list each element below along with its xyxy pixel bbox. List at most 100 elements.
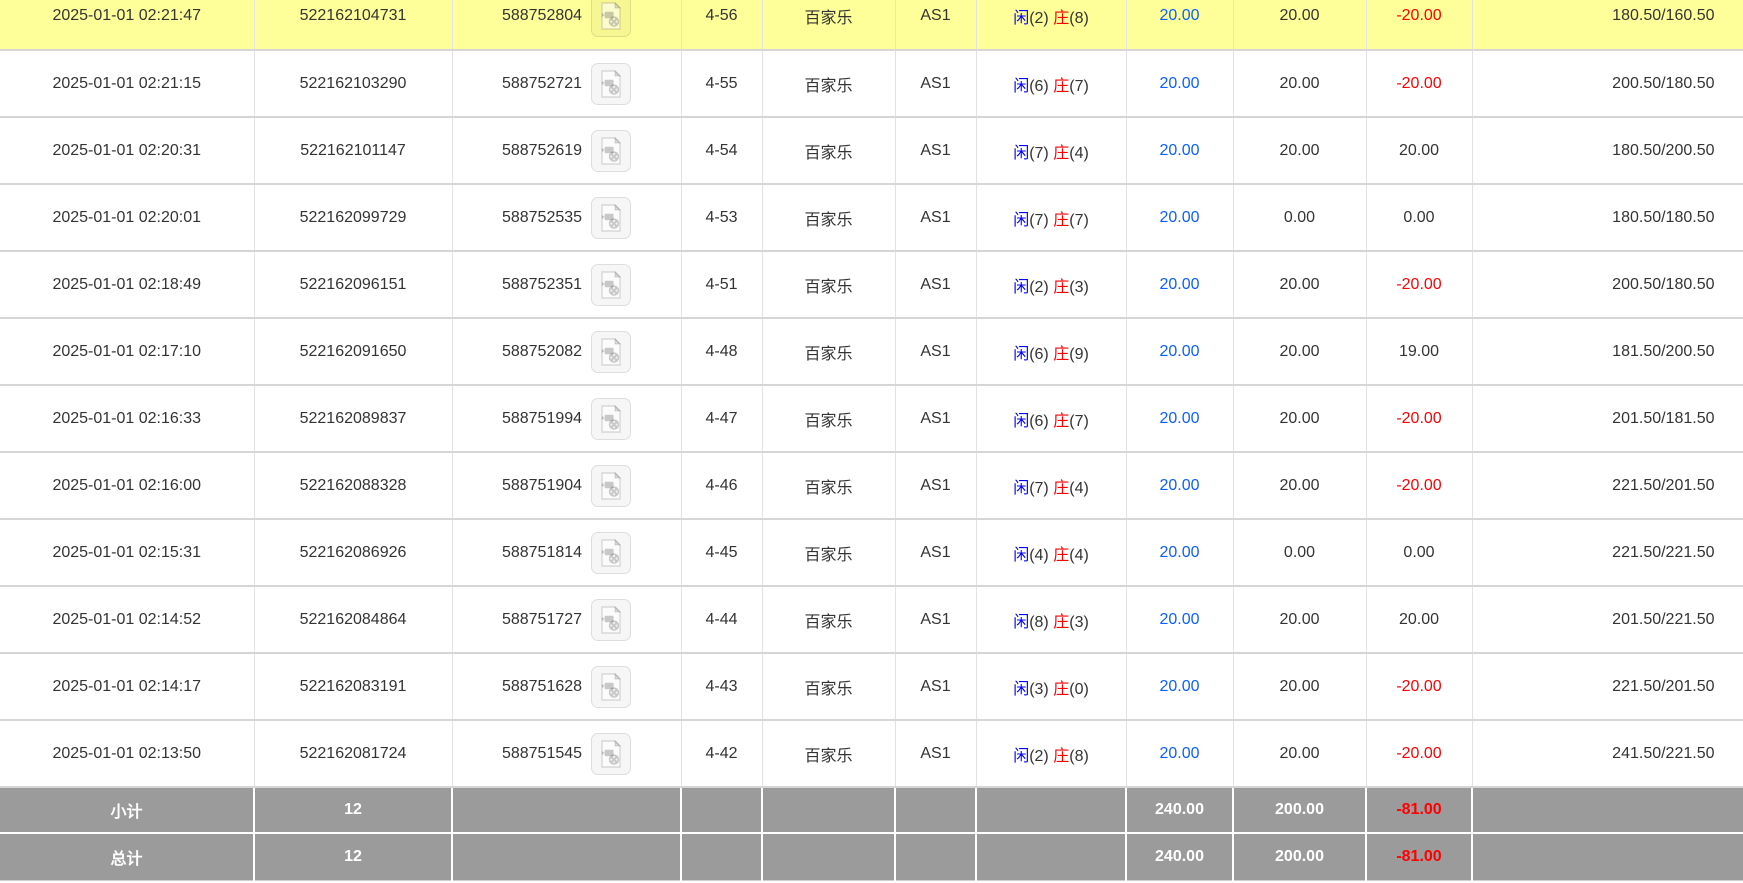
game-id-cell: 588752082 bbox=[452, 318, 682, 386]
video-replay-button[interactable] bbox=[591, 330, 632, 373]
video-replay-button[interactable] bbox=[591, 464, 632, 507]
win-loss-amount: 0.00 bbox=[1366, 519, 1473, 587]
game-id: 588751628 bbox=[501, 677, 583, 695]
table-name: AS1 bbox=[895, 586, 977, 654]
banker-score: (7) bbox=[1069, 77, 1089, 95]
win-loss-amount: -20.00 bbox=[1366, 0, 1473, 51]
subtotal-count: 12 bbox=[254, 786, 453, 834]
total-valid-amount: 200.00 bbox=[1233, 832, 1367, 881]
game-name: 百家乐 bbox=[762, 184, 896, 252]
game-id-cell: 588751727 bbox=[452, 586, 682, 654]
video-file-icon bbox=[601, 136, 622, 165]
bet-time: 2025-01-01 02:20:01 bbox=[0, 184, 255, 252]
game-name: 百家乐 bbox=[762, 0, 896, 51]
valid-amount: 0.00 bbox=[1233, 519, 1367, 587]
table-row: 2025-01-01 02:13:50 522162081724 5887515… bbox=[0, 720, 1743, 788]
video-replay-button[interactable] bbox=[591, 0, 632, 37]
subtotal-empty-cell bbox=[1472, 786, 1743, 834]
table-row: 2025-01-01 02:14:52 522162084864 5887517… bbox=[0, 586, 1743, 654]
video-replay-button[interactable] bbox=[591, 397, 632, 440]
player-result-label: 闲 bbox=[1013, 77, 1030, 95]
bet-amount: 20.00 bbox=[1126, 318, 1234, 386]
total-empty-cell bbox=[976, 832, 1127, 881]
order-id: 522162083191 bbox=[254, 653, 453, 721]
bet-amount: 20.00 bbox=[1126, 117, 1234, 185]
game-name: 百家乐 bbox=[762, 653, 896, 721]
player-result-label: 闲 bbox=[1013, 613, 1030, 631]
round-number: 4-55 bbox=[681, 50, 763, 118]
valid-amount: 20.00 bbox=[1233, 251, 1367, 319]
player-result-label: 闲 bbox=[1013, 211, 1030, 229]
subtotal-valid-amount: 200.00 bbox=[1233, 786, 1367, 834]
table-name: AS1 bbox=[895, 653, 977, 721]
round-number: 4-56 bbox=[681, 0, 763, 51]
balance: 180.50/180.50 bbox=[1472, 184, 1743, 252]
win-loss-amount: -20.00 bbox=[1366, 50, 1473, 118]
subtotal-bet-amount: 240.00 bbox=[1126, 786, 1234, 834]
video-file-icon bbox=[601, 538, 622, 567]
balance: 200.50/180.50 bbox=[1472, 251, 1743, 319]
banker-result-label: 庄 bbox=[1053, 77, 1070, 95]
bet-amount: 20.00 bbox=[1126, 0, 1234, 51]
balance: 181.50/200.50 bbox=[1472, 318, 1743, 386]
total-empty-cell bbox=[452, 832, 682, 881]
round-number: 4-46 bbox=[681, 452, 763, 520]
game-result: 闲(2) 庄(8) bbox=[976, 720, 1127, 788]
table-row: 2025-01-01 02:21:15 522162103290 5887527… bbox=[0, 50, 1743, 118]
balance: 221.50/221.50 bbox=[1472, 519, 1743, 587]
valid-amount: 20.00 bbox=[1233, 0, 1367, 51]
banker-score: (8) bbox=[1069, 10, 1089, 27]
game-name: 百家乐 bbox=[762, 251, 896, 319]
bet-time: 2025-01-01 02:21:15 bbox=[0, 50, 255, 118]
total-bet-amount: 240.00 bbox=[1126, 832, 1234, 881]
video-replay-button[interactable] bbox=[591, 665, 632, 708]
subtotal-empty-cell bbox=[976, 786, 1127, 834]
win-loss-amount: 20.00 bbox=[1366, 586, 1473, 654]
bet-amount: 20.00 bbox=[1126, 519, 1234, 587]
table-row: 2025-01-01 02:21:47 522162104731 5887528… bbox=[0, 0, 1743, 51]
game-id: 588752535 bbox=[501, 208, 583, 226]
win-loss-amount: -20.00 bbox=[1366, 720, 1473, 788]
bet-time: 2025-01-01 02:16:33 bbox=[0, 385, 255, 453]
total-label: 总计 bbox=[0, 832, 255, 881]
video-replay-button[interactable] bbox=[591, 62, 632, 105]
video-replay-button[interactable] bbox=[591, 196, 632, 239]
valid-amount: 20.00 bbox=[1233, 720, 1367, 788]
video-replay-button[interactable] bbox=[591, 531, 632, 574]
video-file-icon bbox=[601, 404, 622, 433]
round-number: 4-45 bbox=[681, 519, 763, 587]
order-id: 522162089837 bbox=[254, 385, 453, 453]
round-number: 4-47 bbox=[681, 385, 763, 453]
round-number: 4-48 bbox=[681, 318, 763, 386]
banker-score: (9) bbox=[1069, 345, 1089, 363]
table-row: 2025-01-01 02:16:00 522162088328 5887519… bbox=[0, 452, 1743, 520]
table-row: 2025-01-01 02:14:17 522162083191 5887516… bbox=[0, 653, 1743, 721]
game-result: 闲(6) 庄(7) bbox=[976, 50, 1127, 118]
table-name: AS1 bbox=[895, 720, 977, 788]
game-id-cell: 588752535 bbox=[452, 184, 682, 252]
game-id: 588752721 bbox=[501, 74, 583, 92]
game-id-cell: 588752351 bbox=[452, 251, 682, 319]
game-result: 闲(7) 庄(4) bbox=[976, 117, 1127, 185]
player-result-label: 闲 bbox=[1013, 412, 1030, 430]
valid-amount: 20.00 bbox=[1233, 452, 1367, 520]
bet-amount: 20.00 bbox=[1126, 586, 1234, 654]
game-id: 588751727 bbox=[501, 610, 583, 628]
player-score: (2) bbox=[1029, 747, 1049, 765]
video-replay-button[interactable] bbox=[591, 732, 632, 775]
game-id: 588751904 bbox=[501, 476, 583, 494]
video-file-icon bbox=[601, 471, 622, 500]
table-row: 2025-01-01 02:20:01 522162099729 5887525… bbox=[0, 184, 1743, 252]
video-replay-button[interactable] bbox=[591, 598, 632, 641]
player-score: (6) bbox=[1029, 412, 1049, 430]
subtotal-empty-cell bbox=[452, 786, 682, 834]
video-replay-button[interactable] bbox=[591, 263, 632, 306]
video-file-icon bbox=[601, 270, 622, 299]
table-name: AS1 bbox=[895, 117, 977, 185]
video-file-icon bbox=[601, 739, 622, 768]
game-name: 百家乐 bbox=[762, 385, 896, 453]
player-result-label: 闲 bbox=[1013, 747, 1030, 765]
video-replay-button[interactable] bbox=[591, 129, 632, 172]
table-name: AS1 bbox=[895, 318, 977, 386]
